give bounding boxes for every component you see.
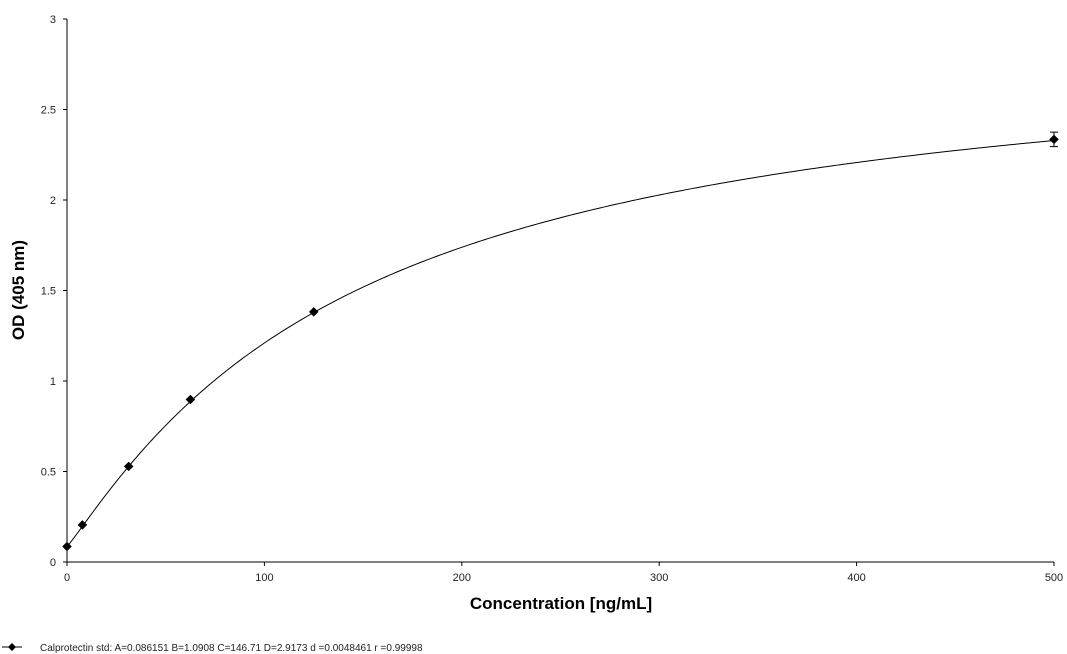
y-tick-label: 2 (50, 195, 56, 207)
legend-label: Calprotectin std: A=0.086151 B=1.0908 C=… (40, 643, 423, 654)
y-tick-label: 2.5 (41, 105, 56, 117)
x-tick-label: 300 (650, 572, 668, 584)
data-point-marker (123, 461, 134, 472)
ticks: 0 100 200 300 400 500 0 0.5 1 1.5 2 2.5 3 (41, 14, 1063, 584)
y-tick-label: 0 (50, 557, 56, 569)
x-tick-label: 0 (64, 572, 70, 584)
x-axis-title: Concentration [ng/mL] (470, 594, 652, 613)
x-tick-label: 400 (847, 572, 865, 584)
y-axis-title: OD (405 nm) (9, 240, 28, 340)
x-tick-label: 100 (255, 572, 273, 584)
x-tick-label: 500 (1045, 572, 1063, 584)
y-tick-label: 0.5 (41, 467, 56, 479)
axes (66, 19, 1054, 563)
data-point-marker (62, 541, 72, 552)
data-point-marker (1049, 134, 1059, 145)
data-point-marker (308, 307, 319, 317)
fit-curve (66, 140, 1055, 547)
x-tick-label: 200 (453, 572, 471, 584)
data-point-marker (77, 520, 88, 530)
legend-diamond-marker (8, 643, 16, 651)
fit-curve-layer (66, 140, 1055, 547)
y-tick-label: 1 (50, 376, 56, 388)
legend: Calprotectin std: A=0.086151 B=1.0908 C=… (2, 643, 423, 654)
data-points-layer (62, 131, 1059, 552)
data-point-marker (185, 394, 196, 405)
y-tick-label: 3 (50, 14, 56, 26)
y-tick-label: 1.5 (41, 286, 56, 298)
